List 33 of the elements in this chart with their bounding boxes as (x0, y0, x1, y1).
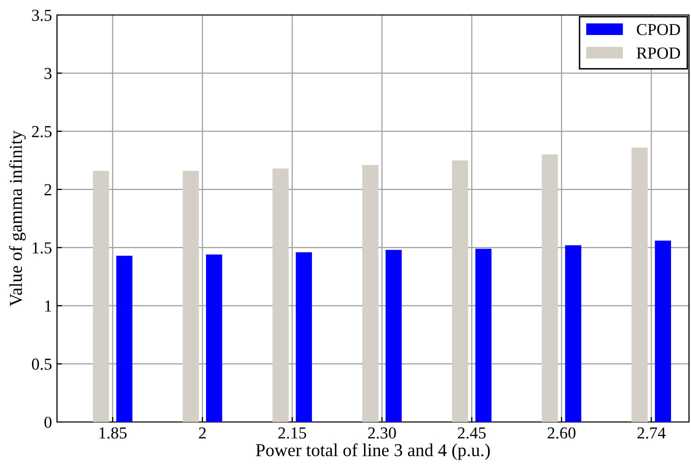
bar (452, 160, 468, 422)
bar (475, 248, 492, 422)
y-tick-label: 2.5 (32, 126, 52, 138)
legend-label: CPOD (636, 24, 680, 36)
x-tick-label: 2.30 (368, 427, 396, 439)
x-axis-title: Power total of line 3 and 4 (p.u.) (256, 443, 490, 460)
bar (272, 168, 289, 422)
bar (206, 254, 222, 422)
bar (654, 240, 672, 422)
legend-label: RPOD (636, 48, 680, 59)
y-tick-label: 1.5 (32, 242, 52, 254)
y-tick-label: 3.5 (32, 10, 52, 22)
x-tick-label: 1.85 (100, 427, 127, 439)
y-tick-label: 3 (44, 68, 52, 80)
bar (386, 250, 402, 422)
bar (565, 245, 582, 422)
bar (296, 252, 312, 422)
x-tick-label: 2.45 (458, 427, 486, 439)
bar (182, 170, 199, 422)
x-tick-label: 2.74 (637, 427, 666, 439)
y-tick-label: 2 (44, 184, 52, 196)
y-tick-label: 0 (44, 416, 52, 428)
bar (92, 170, 110, 422)
bar (362, 165, 378, 422)
bar (632, 148, 648, 422)
y-tick-label: 0.5 (32, 358, 52, 370)
y-axis-title: Value of gamma infinity (9, 130, 26, 306)
bar (542, 154, 558, 422)
y-tick-label: 1 (45, 300, 52, 312)
bar (116, 256, 132, 422)
x-tick-label: 2.15 (278, 427, 306, 439)
x-tick-label: 2 (198, 427, 206, 438)
x-tick-label: 2.60 (548, 427, 576, 439)
